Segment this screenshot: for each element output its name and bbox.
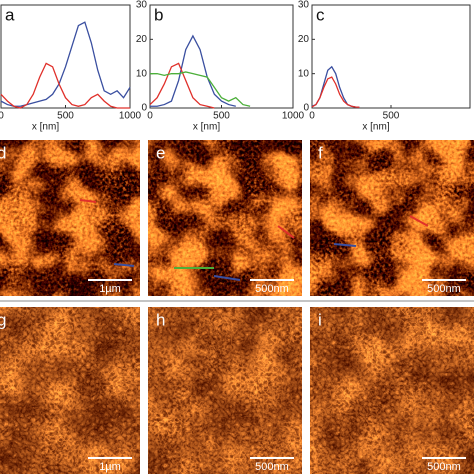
y-tick-label: 0 xyxy=(141,103,147,114)
afm-texture xyxy=(0,140,140,296)
y-tick-label: 30 xyxy=(136,0,148,11)
x-axis-label: x [nm] xyxy=(193,122,220,133)
x-axis-label: x [nm] xyxy=(362,122,389,133)
image-panels: d 1µm e 500nm f 500nm g 1µm h 500nm i 500nm xyxy=(0,140,474,474)
x-tick-label: 0 xyxy=(309,111,315,122)
plot-frame xyxy=(311,4,471,109)
afm-texture xyxy=(0,307,140,474)
data-line xyxy=(150,71,251,107)
y-tick-label: 0 xyxy=(303,103,309,114)
panel-label: b xyxy=(154,5,163,24)
profile-marker xyxy=(213,275,241,281)
chart: 0 500 1000 x [nm] a xyxy=(0,4,142,133)
profile-marker xyxy=(277,225,295,239)
scale-bar-label: 500nm xyxy=(255,461,289,473)
x-tick-label: 500 xyxy=(213,111,230,122)
afm-image: e 500nm xyxy=(148,140,302,296)
profile-marker xyxy=(79,199,97,203)
afm-texture xyxy=(148,140,302,296)
data-line xyxy=(150,34,236,107)
data-line xyxy=(0,62,130,109)
afm-image: f 500nm xyxy=(310,140,474,296)
y-tick-label: 10 xyxy=(136,68,148,79)
data-line xyxy=(0,21,131,107)
afm-image: i 500nm xyxy=(310,307,474,474)
chart: 0 500 0 10 20 30 x [nm] c xyxy=(298,0,471,133)
y-tick-label: 10 xyxy=(298,68,310,79)
scale-bar-label: 500nm xyxy=(255,283,289,295)
profile-marker xyxy=(113,263,135,267)
panel-label: d xyxy=(0,143,6,162)
panel-label: e xyxy=(156,143,165,162)
panel-label: a xyxy=(5,5,15,24)
afm-image: d 1µm xyxy=(0,140,140,296)
panel-label: g xyxy=(0,310,6,329)
y-tick-label: 20 xyxy=(136,34,148,45)
x-tick-label: 1000 xyxy=(282,111,305,122)
scale-bar-label: 500nm xyxy=(427,461,461,473)
afm-image: h 500nm xyxy=(148,307,302,474)
data-line xyxy=(149,62,215,109)
x-tick-label: 0 xyxy=(0,111,4,122)
scale-bar-label: 1µm xyxy=(99,283,121,295)
afm-texture xyxy=(148,307,302,474)
chart: 0 500 1000 0 10 20 30 x [nm] b xyxy=(136,0,305,133)
panel-label: c xyxy=(316,5,325,24)
x-tick-label: 500 xyxy=(57,111,74,122)
data-line xyxy=(311,76,360,108)
afm-texture xyxy=(310,140,474,296)
x-tick-label: 0 xyxy=(147,111,153,122)
afm-texture xyxy=(310,307,474,474)
scale-bar-label: 1µm xyxy=(99,461,121,473)
panel-label: i xyxy=(318,310,322,329)
y-tick-label: 30 xyxy=(298,0,310,11)
panel-label: f xyxy=(318,143,323,162)
x-tick-label: 500 xyxy=(383,111,400,122)
x-tick-label: 1000 xyxy=(119,111,142,122)
y-tick-label: 20 xyxy=(298,34,310,45)
afm-image: g 1µm xyxy=(0,307,140,474)
plot-frame xyxy=(0,4,131,109)
plot-frame xyxy=(149,4,294,109)
x-axis-label: x [nm] xyxy=(32,122,59,133)
scale-bar-label: 500nm xyxy=(427,283,461,295)
profile-marker xyxy=(333,243,357,247)
profile-marker xyxy=(409,215,429,227)
panel-label: h xyxy=(156,310,165,329)
